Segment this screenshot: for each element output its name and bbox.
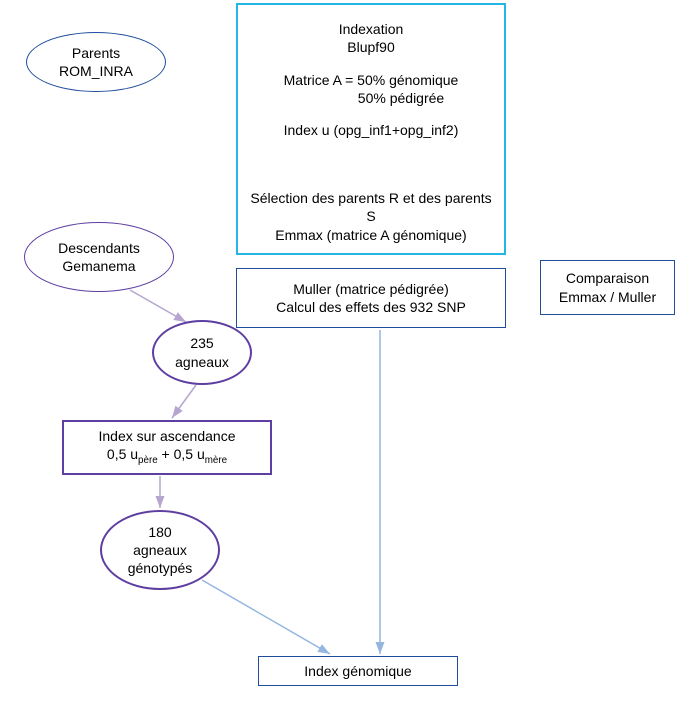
muller-box: Muller (matrice pédigrée)Calcul des effe… <box>236 268 506 328</box>
index-genomique-box: Index génomique <box>258 656 458 686</box>
comparaison-box: ComparaisonEmmax / Muller <box>540 260 675 315</box>
indexation-selection: Sélection des parents R et des parents S <box>244 189 498 225</box>
indexation-emmax: Emmax (matrice A génomique) <box>244 226 498 244</box>
agneaux-180-ellipse: 180agneauxgénotypés <box>100 510 220 590</box>
descendants-to-235 <box>130 290 186 322</box>
index-asc-title: Index sur ascendance <box>99 427 236 445</box>
indexation-box: Indexation Blupf90 Matrice A = 50% génom… <box>236 3 506 255</box>
indexation-indexu: Index u (opg_inf1+opg_inf2) <box>244 121 498 139</box>
formula-prefix: 0,5 u <box>107 446 138 462</box>
index-ascendance-box: Index sur ascendance 0,5 upère + 0,5 umè… <box>62 420 272 475</box>
agneaux-235-ellipse: 235agneaux <box>152 320 252 385</box>
180-to-indexgen <box>202 580 330 654</box>
indexation-title1: Indexation <box>244 20 498 38</box>
index-asc-formula: 0,5 upère + 0,5 umère <box>107 445 227 468</box>
formula-sub1: père <box>138 455 158 466</box>
descendants-ellipse: DescendantsGemanema <box>24 222 174 292</box>
indexation-matrice2: 50% pédigrée <box>244 89 498 107</box>
formula-sub2: mère <box>205 455 227 466</box>
indexation-title2: Blupf90 <box>244 38 498 56</box>
235-to-indexasc <box>172 385 196 418</box>
parents-ellipse: ParentsROM_INRA <box>26 32 166 92</box>
formula-mid: + 0,5 u <box>158 446 205 462</box>
indexation-matrice1: Matrice A = 50% génomique <box>244 71 498 89</box>
